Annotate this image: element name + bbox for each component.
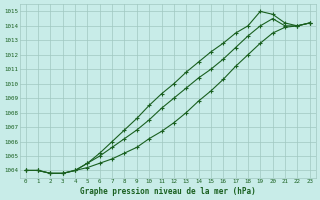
- X-axis label: Graphe pression niveau de la mer (hPa): Graphe pression niveau de la mer (hPa): [80, 187, 256, 196]
